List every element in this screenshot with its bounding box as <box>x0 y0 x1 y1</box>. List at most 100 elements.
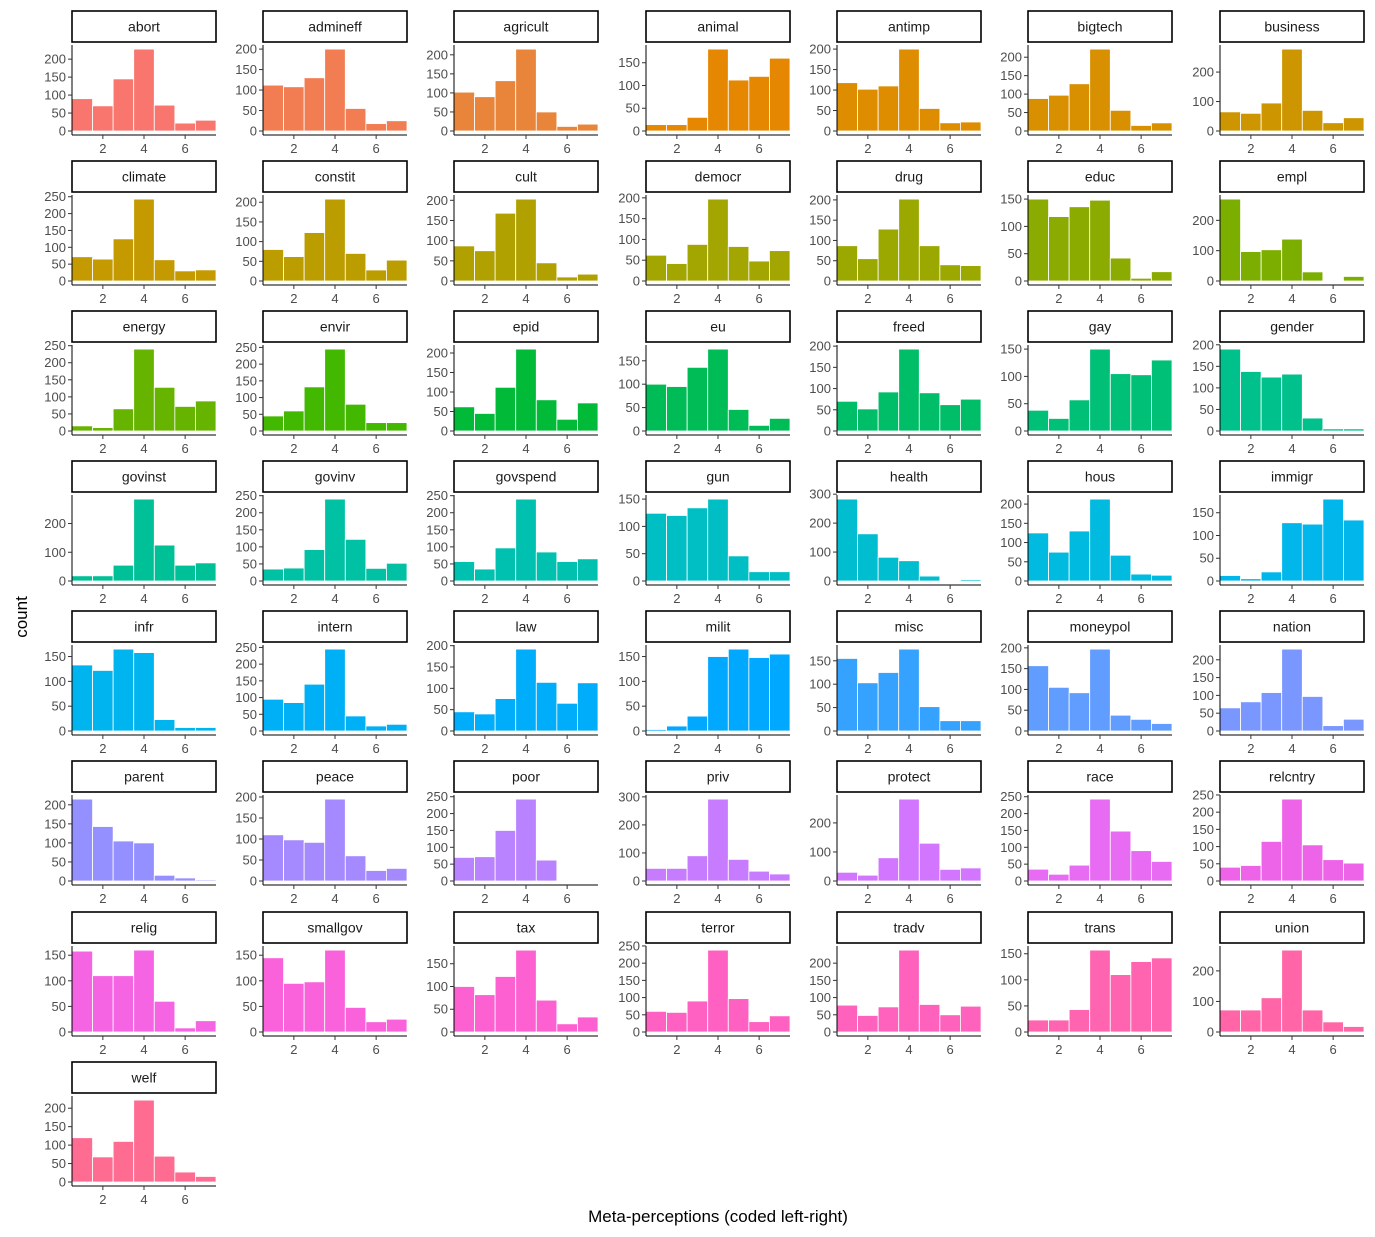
y-tick-label: 250 <box>618 938 640 953</box>
facet-label: cult <box>515 169 537 185</box>
facet-strip <box>1219 610 1365 643</box>
x-tick-label: 6 <box>182 441 189 456</box>
bar <box>877 391 900 432</box>
y-tick-label: 50 <box>434 702 448 717</box>
bar <box>1260 997 1283 1033</box>
facet-panel-protect: protect 0 100 200 2 4 6 <box>809 760 982 906</box>
bar <box>1151 271 1173 282</box>
y-tick-label: 50 <box>626 546 640 561</box>
y-tick-label: 0 <box>1207 874 1214 889</box>
bar <box>1322 859 1344 882</box>
bar <box>1130 961 1152 1033</box>
bar <box>1343 862 1365 882</box>
y-tick-label: 150 <box>235 214 257 229</box>
x-tick-label: 6 <box>1330 891 1337 906</box>
bar <box>92 575 114 582</box>
x-tick-label: 2 <box>1247 591 1254 606</box>
bar <box>303 683 326 732</box>
y-tick-label: 0 <box>1207 724 1214 739</box>
y-tick-label: 100 <box>1000 535 1022 550</box>
facet-label: peace <box>316 769 354 785</box>
y-tick-label: 150 <box>618 353 640 368</box>
x-tick-label: 4 <box>522 441 529 456</box>
y-tick-label: 100 <box>809 233 831 248</box>
facet-panel-climate: climate 0 50 100 150 200 250 2 4 6 <box>44 160 217 306</box>
facet-label: smallgov <box>307 920 362 936</box>
bar <box>1068 1009 1091 1033</box>
bar <box>283 702 305 732</box>
y-tick-label: 150 <box>1192 359 1214 374</box>
bar <box>1343 1026 1365 1033</box>
y-tick-label: 150 <box>235 948 257 963</box>
bar <box>324 498 346 582</box>
y-tick-label: 150 <box>426 660 448 675</box>
facet-strip <box>1027 760 1173 793</box>
x-tick-label: 2 <box>99 441 106 456</box>
bar <box>960 398 982 432</box>
x-tick-label: 6 <box>947 141 954 156</box>
y-tick-label: 200 <box>809 815 831 830</box>
facet-panel-poor: poor 0 50 100 150 200 250 2 4 6 <box>426 760 599 906</box>
bar <box>577 273 599 282</box>
y-tick-label: 0 <box>250 274 257 289</box>
bar <box>1089 648 1111 732</box>
x-tick-label: 4 <box>905 591 912 606</box>
x-tick-label: 2 <box>290 591 297 606</box>
x-tick-label: 6 <box>756 1042 763 1057</box>
y-tick-label: 200 <box>809 42 831 57</box>
x-tick-label: 2 <box>481 741 488 756</box>
x-tick-label: 2 <box>290 441 297 456</box>
y-tick-label: 0 <box>1207 574 1214 589</box>
facet-strip <box>645 911 791 944</box>
x-tick-label: 2 <box>481 441 488 456</box>
y-tick-label: 200 <box>618 956 640 971</box>
bar <box>453 857 475 882</box>
x-tick-label: 2 <box>1247 441 1254 456</box>
x-tick-label: 6 <box>947 1042 954 1057</box>
facet-panel-terror: terror 0 50 100 150 200 250 2 4 6 <box>618 911 791 1057</box>
bar <box>474 994 496 1033</box>
facet-label: relig <box>131 920 157 936</box>
y-tick-label: 0 <box>250 574 257 589</box>
bar <box>1260 249 1283 282</box>
bar <box>1219 575 1241 582</box>
x-tick-label: 6 <box>1330 441 1337 456</box>
x-tick-label: 4 <box>714 441 721 456</box>
facet-panel-welf: welf 0 50 100 150 200 2 4 6 <box>44 1061 217 1207</box>
facet-strip <box>1219 10 1365 43</box>
y-tick-label: 0 <box>824 124 831 139</box>
facet-label: protect <box>888 769 931 785</box>
facet-strip <box>262 760 408 793</box>
bar <box>898 348 920 432</box>
bar <box>1109 974 1132 1033</box>
facet-strip <box>1219 911 1365 944</box>
bar <box>515 48 537 132</box>
x-tick-label: 2 <box>481 591 488 606</box>
y-tick-label: 150 <box>809 973 831 988</box>
y-tick-label: 100 <box>1000 682 1022 697</box>
bar <box>898 648 920 732</box>
bar <box>1048 1019 1070 1033</box>
y-tick-label: 0 <box>441 1025 448 1040</box>
bar <box>857 533 879 582</box>
x-tick-label: 6 <box>1138 441 1145 456</box>
x-tick-label: 4 <box>1096 891 1103 906</box>
bar <box>1301 109 1324 132</box>
facet-label: hous <box>1085 469 1115 485</box>
y-tick-label: 100 <box>809 545 831 560</box>
y-tick-label: 100 <box>44 1138 66 1153</box>
bar <box>386 1018 408 1033</box>
facet-strip <box>262 160 408 193</box>
x-tick-label: 2 <box>673 141 680 156</box>
bar <box>686 715 709 732</box>
bar <box>1240 371 1262 432</box>
bar <box>769 1015 791 1033</box>
bar <box>153 719 176 732</box>
facet-strip <box>1219 160 1365 193</box>
y-tick-label: 100 <box>1192 94 1214 109</box>
y-axis-title: count <box>12 596 31 638</box>
x-tick-label: 4 <box>714 741 721 756</box>
y-tick-label: 0 <box>633 124 640 139</box>
bar <box>262 84 284 132</box>
